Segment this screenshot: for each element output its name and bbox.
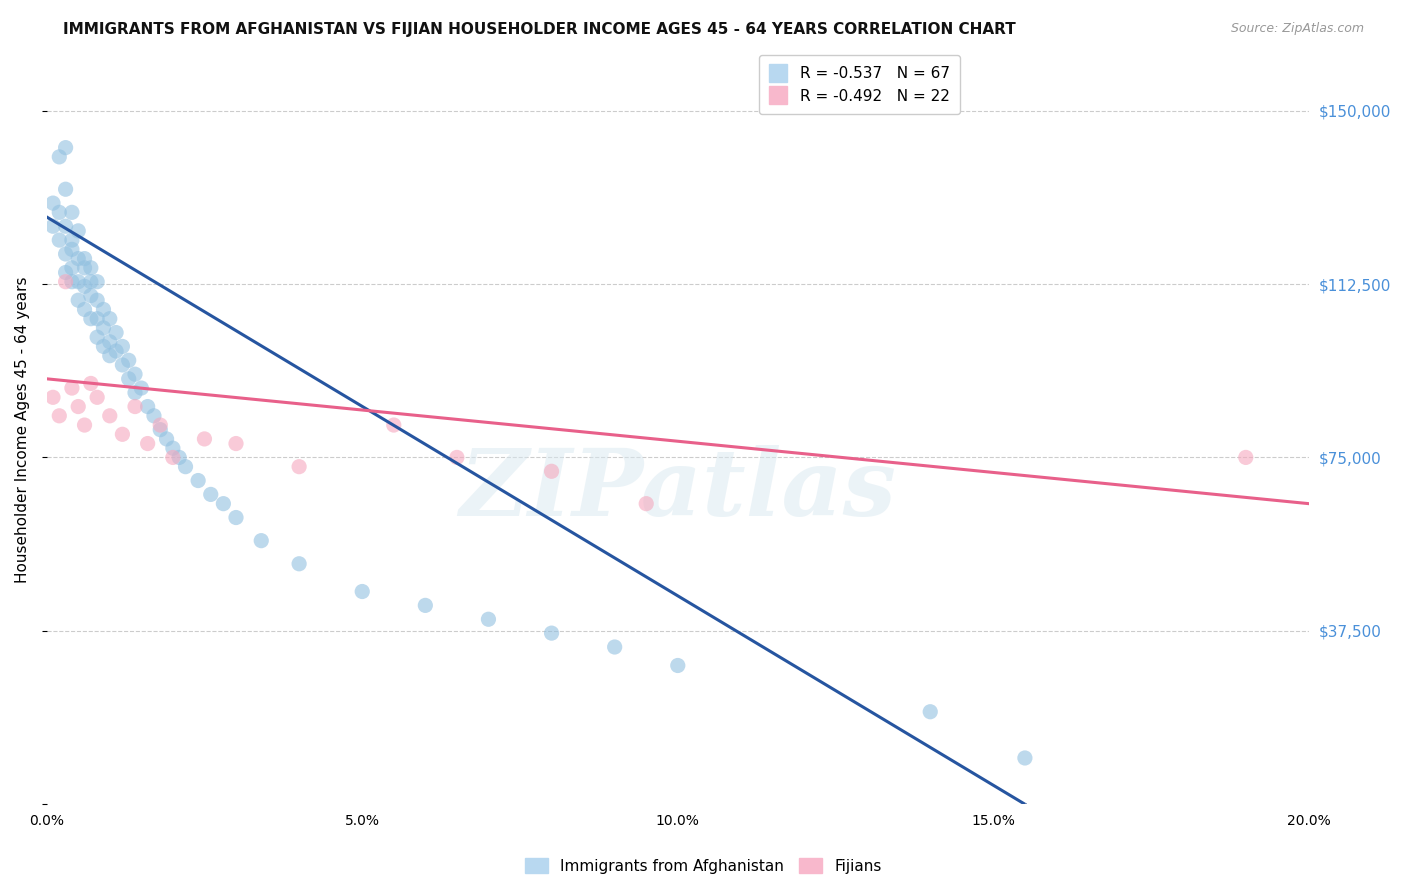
- Point: [86, 293, 108, 308]
- Point: [48, 205, 70, 219]
- Point: [136, 400, 159, 414]
- Point: [98, 311, 121, 326]
- Point: [212, 497, 235, 511]
- Point: [73, 260, 96, 275]
- Point: [67, 275, 90, 289]
- Point: [98, 349, 121, 363]
- Point: [111, 427, 134, 442]
- Point: [60, 381, 83, 395]
- Point: [167, 450, 190, 465]
- Point: [80, 311, 103, 326]
- Point: [477, 612, 499, 626]
- Point: [105, 326, 128, 340]
- Point: [55, 247, 77, 261]
- Point: [67, 400, 90, 414]
- Point: [98, 409, 121, 423]
- Point: [124, 367, 146, 381]
- Point: [80, 376, 103, 391]
- Point: [111, 358, 134, 372]
- Point: [60, 260, 83, 275]
- Point: [48, 150, 70, 164]
- Point: [55, 182, 77, 196]
- Text: Source: ZipAtlas.com: Source: ZipAtlas.com: [1230, 22, 1364, 36]
- Point: [118, 353, 141, 368]
- Point: [1234, 450, 1257, 465]
- Point: [162, 450, 184, 465]
- Point: [382, 418, 405, 433]
- Point: [162, 441, 184, 455]
- Point: [86, 390, 108, 404]
- Point: [60, 275, 83, 289]
- Point: [415, 599, 437, 613]
- Point: [60, 243, 83, 257]
- Point: [124, 400, 146, 414]
- Point: [80, 288, 103, 302]
- Point: [73, 302, 96, 317]
- Point: [352, 584, 374, 599]
- Point: [446, 450, 468, 465]
- Legend: R = -0.537   N = 67, R = -0.492   N = 22: R = -0.537 N = 67, R = -0.492 N = 22: [758, 55, 960, 114]
- Point: [131, 381, 153, 395]
- Point: [540, 626, 562, 640]
- Point: [86, 311, 108, 326]
- Point: [60, 233, 83, 247]
- Point: [200, 487, 222, 501]
- Point: [93, 302, 115, 317]
- Point: [93, 321, 115, 335]
- Point: [86, 330, 108, 344]
- Point: [48, 233, 70, 247]
- Point: [155, 432, 177, 446]
- Point: [193, 432, 215, 446]
- Point: [636, 497, 658, 511]
- Point: [540, 464, 562, 478]
- Point: [55, 140, 77, 154]
- Point: [149, 423, 172, 437]
- Point: [67, 224, 90, 238]
- Y-axis label: Householder Income Ages 45 - 64 years: Householder Income Ages 45 - 64 years: [15, 277, 30, 583]
- Point: [73, 418, 96, 433]
- Point: [80, 275, 103, 289]
- Point: [55, 219, 77, 234]
- Point: [60, 205, 83, 219]
- Point: [920, 705, 942, 719]
- Point: [1014, 751, 1036, 765]
- Text: ZIPatlas: ZIPatlas: [460, 444, 896, 534]
- Point: [67, 252, 90, 266]
- Point: [42, 219, 65, 234]
- Point: [111, 339, 134, 353]
- Point: [80, 260, 103, 275]
- Point: [55, 265, 77, 279]
- Point: [187, 474, 209, 488]
- Point: [288, 459, 311, 474]
- Point: [124, 385, 146, 400]
- Point: [288, 557, 311, 571]
- Point: [73, 252, 96, 266]
- Point: [666, 658, 689, 673]
- Point: [250, 533, 273, 548]
- Point: [42, 390, 65, 404]
- Point: [42, 196, 65, 211]
- Point: [603, 640, 626, 654]
- Point: [86, 275, 108, 289]
- Point: [98, 334, 121, 349]
- Point: [48, 409, 70, 423]
- Point: [73, 279, 96, 293]
- Point: [225, 510, 247, 524]
- Point: [93, 339, 115, 353]
- Legend: Immigrants from Afghanistan, Fijians: Immigrants from Afghanistan, Fijians: [519, 852, 887, 880]
- Point: [55, 275, 77, 289]
- Point: [67, 293, 90, 308]
- Point: [136, 436, 159, 450]
- Point: [142, 409, 165, 423]
- Point: [225, 436, 247, 450]
- Text: IMMIGRANTS FROM AFGHANISTAN VS FIJIAN HOUSEHOLDER INCOME AGES 45 - 64 YEARS CORR: IMMIGRANTS FROM AFGHANISTAN VS FIJIAN HO…: [63, 22, 1017, 37]
- Point: [105, 344, 128, 359]
- Point: [174, 459, 197, 474]
- Point: [118, 372, 141, 386]
- Point: [149, 418, 172, 433]
